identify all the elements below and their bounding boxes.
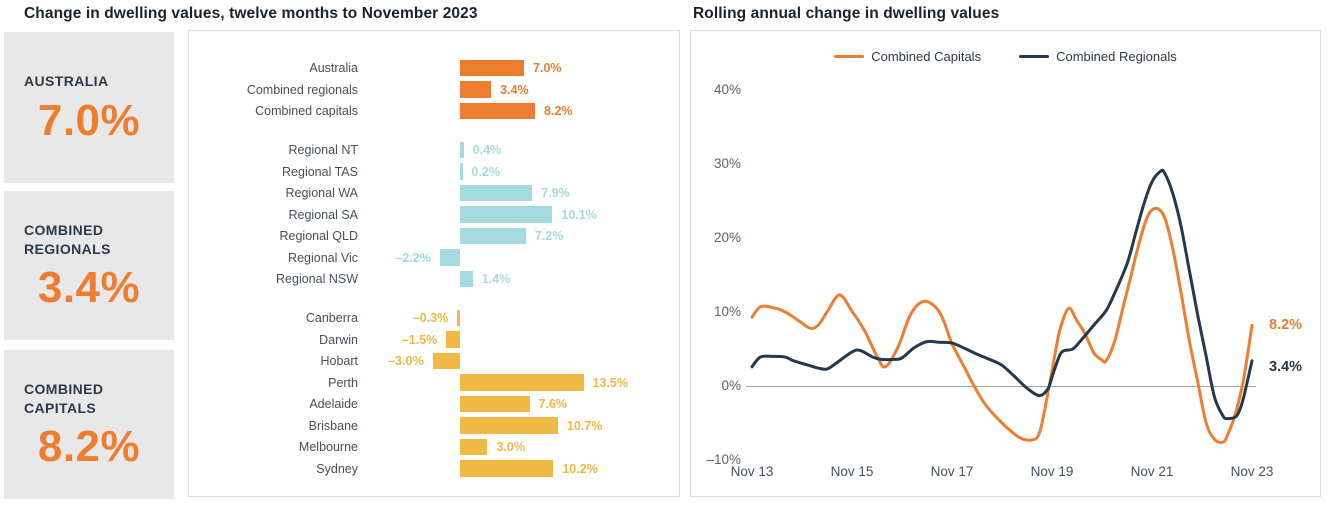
bar-row-label: Regional Vic [288, 250, 358, 265]
bar-value-label: 7.9% [541, 186, 570, 200]
bar-value-label: 7.0% [533, 61, 562, 75]
bar [460, 227, 526, 245]
legend-label: Combined Capitals [871, 49, 982, 64]
summary-box-combined-regionals: COMBINED REGIONALS 3.4% [4, 191, 174, 340]
bar [460, 102, 536, 120]
bar-row-label: Regional SA [288, 207, 359, 222]
bar [460, 81, 492, 98]
bar-chart-title: Change in dwelling values, twelve months… [24, 5, 478, 22]
y-axis-tick-label: 30% [713, 156, 741, 171]
bar-value-label: 10.1% [561, 207, 597, 222]
bar [460, 206, 553, 223]
summary-value: 8.2% [37, 422, 141, 472]
bar-row-label: Regional TAS [282, 164, 358, 179]
summary-value: 3.4% [37, 263, 141, 313]
bar-chart-panel: Australia 7.0% Combined regionals 3.4% Combi… [188, 30, 680, 497]
bar [457, 309, 460, 327]
bar-row-label: Regional QLD [279, 229, 358, 243]
bar-value-label: 3.0% [496, 440, 525, 454]
y-axis-tick-label: 40% [713, 82, 741, 97]
bar-row-label: Regional WA [285, 186, 359, 200]
combined-regionals-line [750, 168, 1254, 421]
bar-value-label: –3.0% [388, 354, 424, 368]
bar-row-label: Brisbane [308, 418, 358, 433]
bar [460, 417, 558, 434]
bar [460, 184, 533, 202]
bar-value-label: 7.2% [534, 229, 564, 243]
bar [460, 374, 584, 391]
series-end-label: 8.2% [1269, 317, 1303, 334]
summary-label: COMBINED CAPITALS [24, 380, 104, 416]
y-axis-tick-label: 10% [713, 304, 741, 319]
x-axis-tick-label: Nov 13 [730, 464, 774, 479]
legend: Combined Capitals Combined Regionals [691, 49, 1320, 64]
bar-row-label: Adelaide [309, 397, 358, 411]
legend-item: Combined Capitals [834, 49, 981, 64]
bar-value-label: 0.4% [472, 143, 502, 157]
y-axis-tick-label: –10% [706, 452, 741, 467]
bar-row-label: Regional NT [288, 143, 358, 157]
bar-value-label: 10.7% [566, 418, 603, 433]
legend-line-swatch [834, 54, 865, 59]
bar-row-label: Perth [328, 375, 358, 390]
bar [432, 352, 460, 370]
summary-value: 7.0% [37, 95, 141, 145]
bar-value-label: 8.2% [544, 104, 573, 118]
legend-item: Combined Regionals [1019, 49, 1177, 64]
summary-box-combined-capitals: COMBINED CAPITALS 8.2% [4, 350, 174, 499]
bar-value-label: 7.6% [538, 397, 568, 411]
bar [446, 331, 460, 348]
bar [460, 460, 554, 477]
combined-capitals-line [750, 206, 1254, 444]
bar-row-label: Australia [309, 61, 358, 75]
bar-value-label: 10.2% [562, 461, 598, 476]
bar [460, 141, 464, 159]
bar-row-label: Combined capitals [255, 104, 358, 118]
legend-label: Combined Regionals [1056, 49, 1177, 64]
legend-line-swatch [1019, 54, 1050, 59]
x-axis-tick-label: Nov 15 [830, 464, 874, 479]
bar-row-label: Darwin [319, 332, 358, 347]
line-plot [750, 168, 1254, 444]
line-chart-panel: Combined Capitals Combined Regionals 40% 3… [690, 30, 1321, 497]
y-axis-tick-label: 0% [721, 378, 741, 393]
bar [460, 438, 488, 456]
bar-row-label: Regional NSW [276, 272, 358, 286]
bar-value-label: 0.2% [471, 164, 501, 179]
x-axis-tick-label: Nov 23 [1230, 464, 1274, 479]
x-axis-tick-label: Nov 17 [930, 464, 974, 479]
summary-label: AUSTRALIA [24, 73, 109, 90]
series-end-label: 3.4% [1269, 358, 1303, 375]
bar-value-label: –0.3% [412, 311, 449, 325]
bar [460, 163, 463, 180]
x-axis-tick-label: Nov 19 [1030, 464, 1074, 479]
bar-row-label: Sydney [316, 461, 358, 476]
bar-row-label: Hobart [320, 354, 358, 368]
bar [460, 270, 473, 288]
summary-label: COMBINED REGIONALS [24, 221, 111, 257]
bar [460, 395, 530, 413]
bar [460, 59, 525, 77]
bar-row-label: Melbourne [298, 440, 358, 454]
bar-row-label: Canberra [305, 311, 358, 325]
x-axis-tick-label: Nov 21 [1130, 464, 1174, 479]
y-axis-tick-label: 20% [713, 230, 741, 245]
summary-box-australia: AUSTRALIA 7.0% [4, 32, 174, 183]
bar [439, 249, 460, 266]
bar-value-label: 1.4% [481, 272, 511, 286]
line-chart-title: Rolling annual change in dwelling values [693, 5, 1000, 22]
bar-value-label: –1.5% [401, 332, 438, 347]
zero-gridline [746, 385, 1256, 387]
bar-value-label: 13.5% [592, 375, 628, 390]
bar-row-label: Combined regionals [246, 82, 358, 97]
bar-value-label: 3.4% [500, 82, 529, 97]
bar-value-label: –2.2% [395, 250, 431, 265]
